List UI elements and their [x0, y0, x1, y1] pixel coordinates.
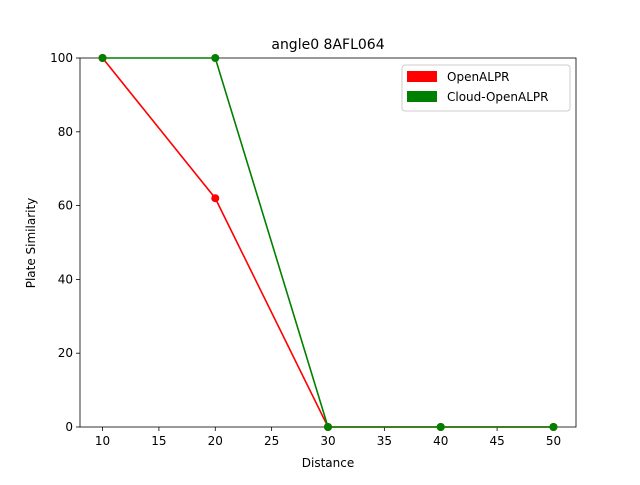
data-point [436, 423, 445, 431]
data-point [549, 423, 558, 431]
x-tick-label: 40 [433, 434, 448, 448]
series-group [98, 54, 558, 431]
y-tick-label: 60 [58, 199, 73, 213]
y-tick-label: 100 [50, 51, 73, 65]
data-point [98, 54, 107, 62]
chart-title: angle0 8AFL064 [271, 37, 384, 53]
x-tick-label: 50 [546, 434, 561, 448]
x-axis-label: Distance [302, 456, 354, 470]
x-tick-label: 10 [95, 434, 110, 448]
x-tick-label: 45 [489, 434, 504, 448]
x-tick-label: 30 [320, 434, 335, 448]
legend-swatch [407, 71, 437, 82]
y-tick-label: 80 [58, 125, 73, 139]
legend-swatch [407, 91, 437, 102]
x-tick-label: 15 [151, 434, 166, 448]
legend-label: Cloud-OpenALPR [447, 90, 548, 104]
x-tick-label: 35 [377, 434, 392, 448]
legend: OpenALPR Cloud-OpenALPR [401, 64, 571, 112]
data-point [324, 423, 332, 431]
y-tick-label: 40 [58, 272, 73, 286]
x-tick-label: 25 [264, 434, 279, 448]
legend-label: OpenALPR [447, 70, 510, 84]
y-tick-label: 0 [65, 420, 73, 434]
y-axis-label: Plate Similarity [24, 198, 38, 289]
axes: 10 15 20 25 30 35 40 45 50 0 20 40 60 80 100 [50, 51, 577, 448]
data-point [211, 54, 220, 62]
y-tick-label: 20 [58, 346, 73, 360]
data-point [211, 194, 220, 203]
x-tick-label: 20 [208, 434, 223, 448]
legend-box [401, 64, 571, 112]
